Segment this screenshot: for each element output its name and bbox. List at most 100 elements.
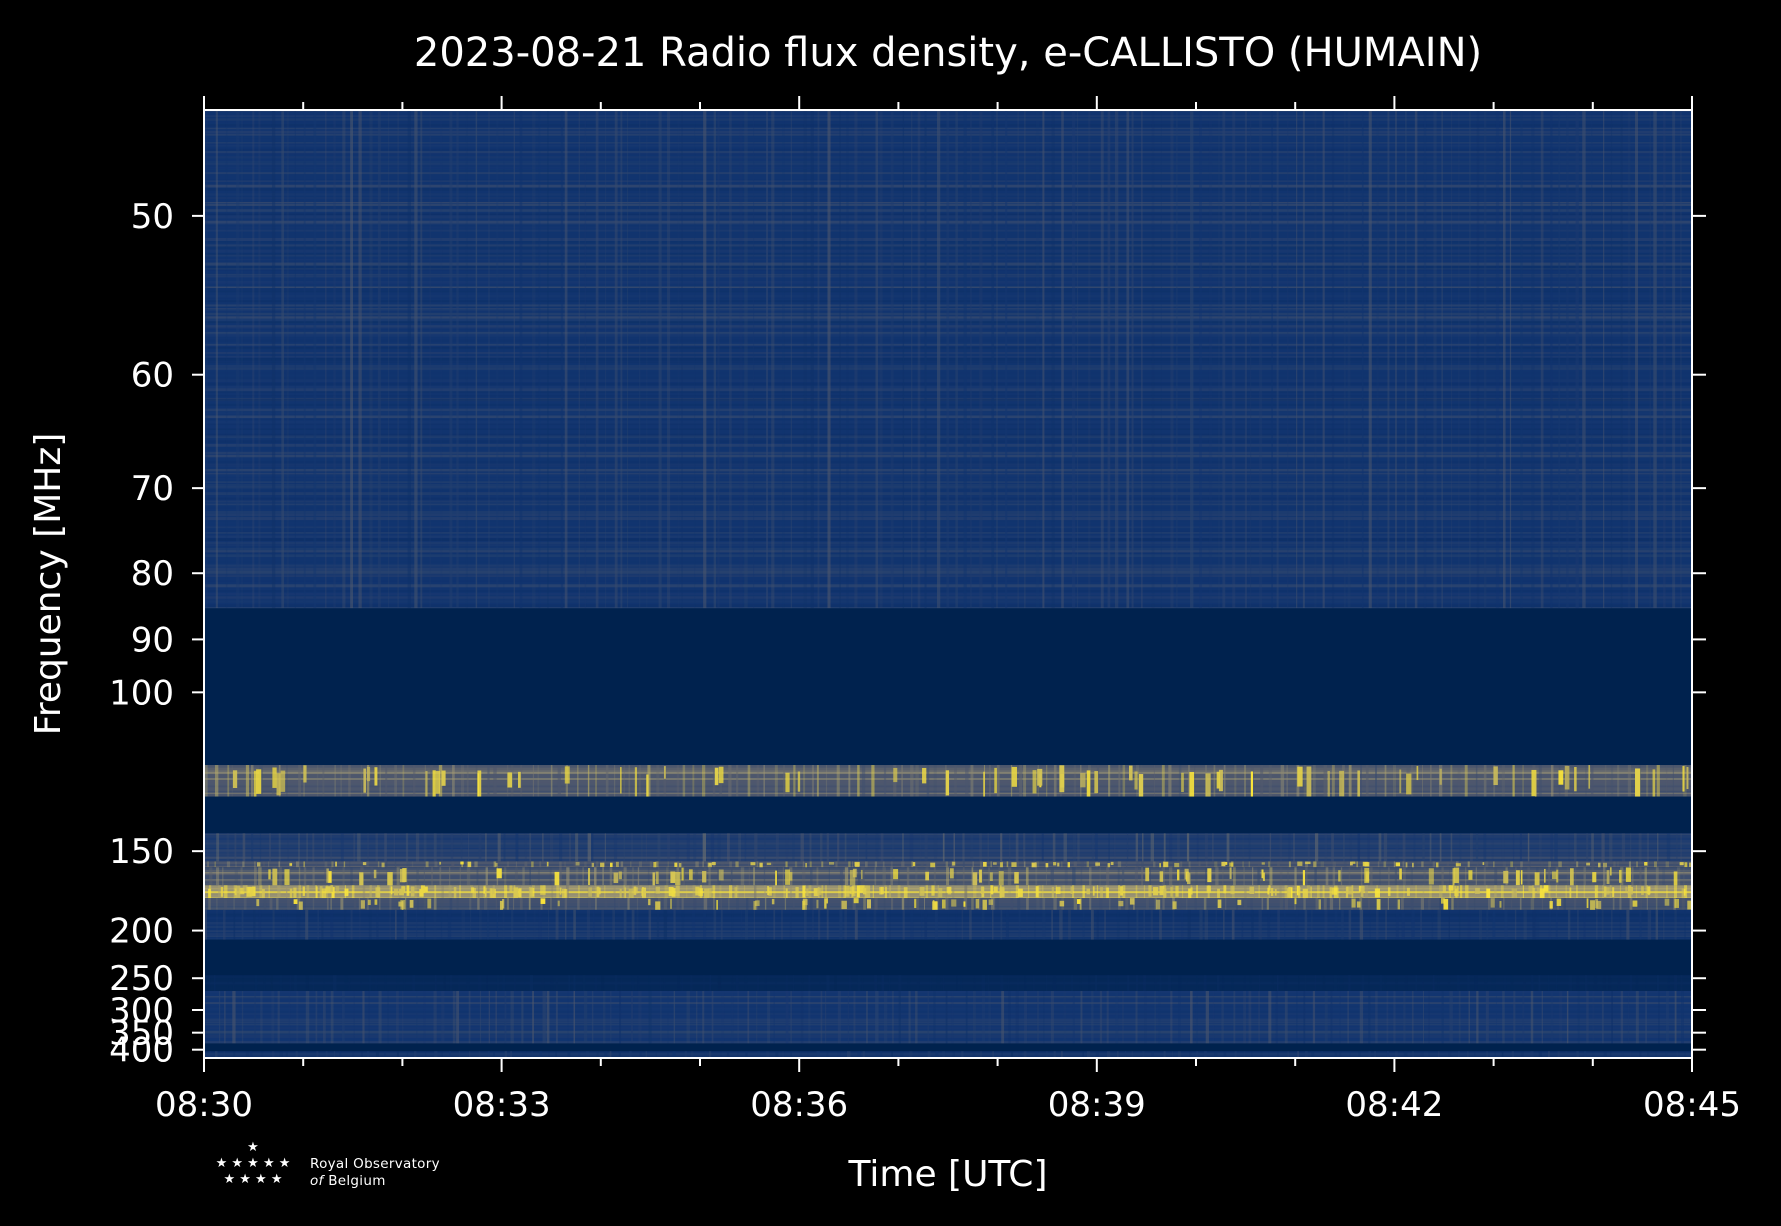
band-speckle (258, 110, 261, 609)
band-speckle (1681, 991, 1684, 1044)
burst-mark (1397, 899, 1401, 910)
band-speckle (506, 898, 509, 910)
band-speckle (1439, 898, 1443, 910)
band-speckle (278, 867, 282, 886)
band-speckle (604, 885, 606, 899)
burst-mark (711, 862, 716, 866)
band-fill (204, 898, 1692, 910)
burst-mark (1569, 887, 1572, 899)
band-speckle (659, 975, 662, 992)
burst-mark (1339, 770, 1345, 797)
band-row (204, 477, 1692, 480)
band-speckle (1548, 867, 1550, 886)
band-speckle (468, 1051, 471, 1058)
band-speckle (216, 833, 220, 862)
band-speckle (511, 909, 514, 940)
band-speckle (1476, 861, 1479, 868)
burst-mark (374, 767, 378, 786)
band-speckle (1036, 861, 1040, 868)
band-speckle (1168, 765, 1172, 797)
burst-mark (256, 862, 261, 867)
burst-mark (1163, 888, 1167, 898)
band-fill (204, 608, 1692, 766)
band-speckle (1469, 110, 1471, 609)
band-speckle (1504, 909, 1508, 940)
burst-mark (828, 861, 835, 865)
band-speckle (920, 909, 923, 940)
band-row (204, 229, 1692, 232)
band-speckle (1572, 765, 1575, 797)
band-speckle (1583, 885, 1586, 899)
burst-mark (826, 898, 829, 904)
band-speckle (720, 909, 723, 940)
band-row (204, 1038, 1692, 1042)
band-speckle (1550, 991, 1554, 1044)
band-speckle (1052, 833, 1056, 862)
band-speckle (1295, 110, 1298, 609)
band-speckle (1439, 833, 1442, 862)
band-speckle (961, 909, 964, 940)
burst-mark (642, 888, 646, 899)
band-speckle (560, 110, 564, 609)
band-speckle (1077, 110, 1079, 609)
band-speckle (757, 975, 760, 992)
band-speckle (1529, 861, 1531, 868)
band-speckle (1257, 867, 1260, 886)
burst-mark (238, 887, 245, 895)
band-speckle (690, 975, 693, 992)
band-speckle (1672, 110, 1676, 609)
band-speckle (1000, 833, 1003, 862)
band-speckle (1136, 861, 1140, 868)
band-speckle (559, 833, 563, 862)
burst-mark (655, 871, 659, 885)
band-speckle (1450, 833, 1453, 862)
band-row (204, 246, 1692, 249)
band-speckle (296, 898, 301, 910)
band-speckle (1368, 1051, 1372, 1058)
band-speckle (962, 867, 965, 886)
burst-mark (992, 862, 997, 865)
burst-mark (1302, 870, 1306, 888)
band-speckle (1231, 909, 1235, 940)
burst-mark (1374, 888, 1380, 898)
band-speckle (474, 861, 478, 868)
band-speckle (952, 1051, 955, 1058)
band-speckle (861, 975, 864, 992)
band-speckle (303, 1051, 307, 1058)
band-speckle (1383, 861, 1387, 868)
band-speckle (745, 1051, 748, 1058)
band-speckle (224, 885, 228, 899)
band-speckle (423, 898, 427, 910)
band-speckle (1468, 991, 1470, 1044)
band-speckle (1135, 833, 1139, 862)
band-speckle (519, 110, 523, 609)
band-speckle (1520, 1051, 1524, 1058)
frequency-band (204, 765, 1692, 804)
burst-mark (980, 886, 984, 894)
band-speckle (388, 110, 390, 609)
band-speckle (591, 833, 594, 862)
band-speckle (1205, 991, 1209, 1044)
band-speckle (537, 765, 540, 797)
band-speckle (686, 885, 688, 899)
band-row (204, 300, 1692, 303)
band-speckle (253, 909, 256, 940)
band-speckle (1395, 975, 1398, 992)
band-speckle (1464, 765, 1468, 797)
band-speckle (1538, 765, 1542, 797)
band-speckle (403, 975, 406, 992)
band-speckle (638, 110, 641, 609)
band-speckle (385, 861, 388, 868)
frequency-band (204, 1051, 1692, 1058)
burst-mark (1511, 888, 1518, 900)
band-speckle (1501, 833, 1505, 862)
burst-mark (387, 872, 393, 887)
burst-mark (785, 888, 788, 899)
band-speckle (781, 909, 783, 940)
band-speckle (646, 110, 648, 609)
band-speckle (764, 909, 767, 940)
band-speckle (595, 765, 597, 797)
band-speckle (559, 861, 562, 868)
band-row (204, 842, 1692, 845)
band-speckle (1213, 765, 1216, 797)
